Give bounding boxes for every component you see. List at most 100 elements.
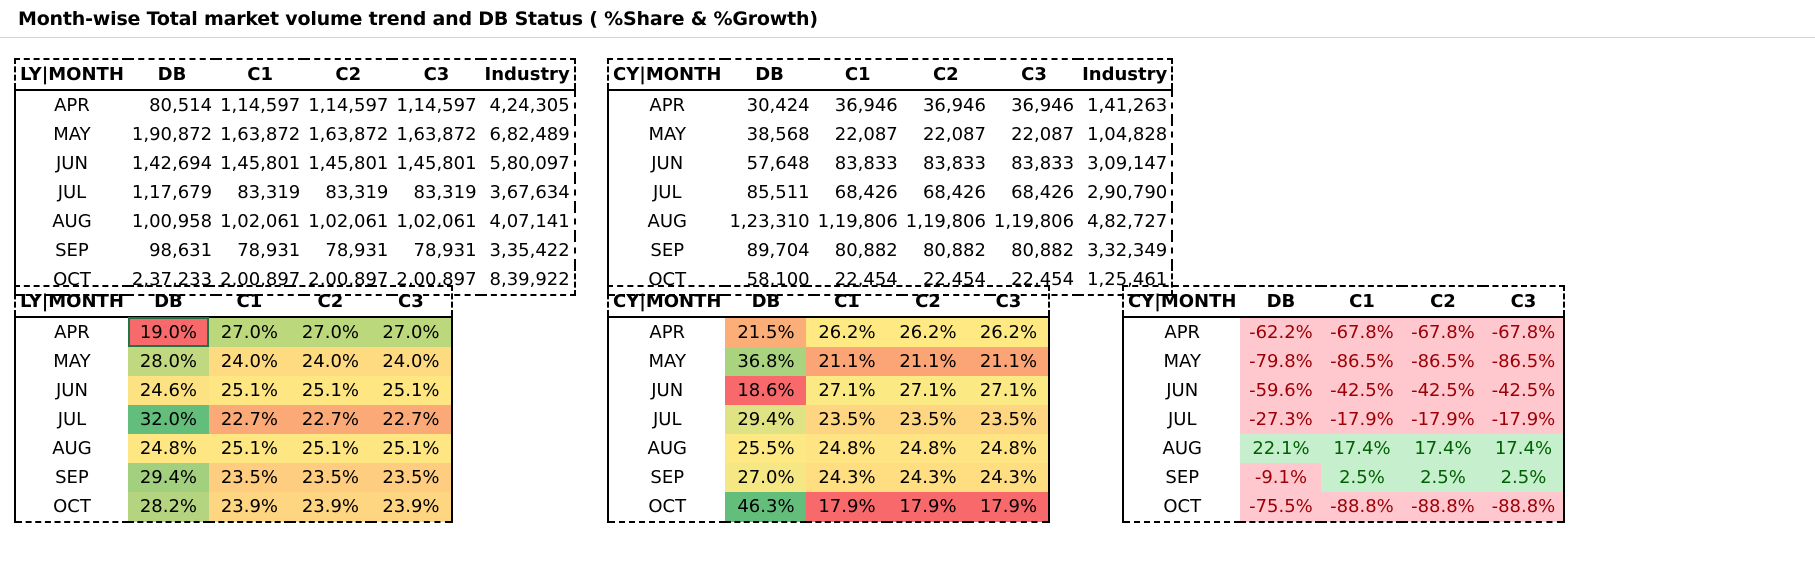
value-cell[interactable]: 22,087: [834, 124, 898, 145]
value-cell[interactable]: 27.0%: [208, 317, 290, 347]
column-header[interactable]: C3: [392, 58, 481, 91]
month-cell[interactable]: JUN: [14, 149, 128, 178]
column-header[interactable]: C2: [1402, 285, 1484, 318]
value-cell[interactable]: 27.1%: [806, 376, 888, 405]
column-header[interactable]: C1: [806, 285, 888, 318]
value-cell[interactable]: 3,67,634: [480, 178, 576, 207]
month-cell[interactable]: APR: [606, 90, 726, 120]
value-cell[interactable]: 6,82,489: [480, 120, 576, 149]
value-cell[interactable]: -86.5%: [1483, 347, 1566, 376]
value-cell[interactable]: 17.4%: [1402, 434, 1484, 463]
value-cell[interactable]: 1,45,801: [308, 153, 389, 174]
value-cell[interactable]: 17.9%: [968, 492, 1051, 523]
value-cell[interactable]: 23.9%: [208, 492, 290, 523]
month-cell[interactable]: MAY: [606, 347, 726, 376]
value-cell[interactable]: 78,931: [325, 240, 389, 261]
month-cell[interactable]: SEP: [606, 463, 726, 492]
value-cell[interactable]: 36,946: [922, 95, 986, 116]
value-cell[interactable]: 68,426: [922, 182, 986, 203]
value-cell[interactable]: 30,424: [746, 95, 810, 116]
month-cell[interactable]: AUG: [14, 207, 128, 236]
value-cell[interactable]: 27.0%: [370, 317, 453, 347]
value-cell[interactable]: 80,514: [149, 95, 213, 116]
value-cell[interactable]: -75.5%: [1240, 492, 1322, 523]
value-cell[interactable]: 78,931: [413, 240, 477, 261]
value-cell[interactable]: -88.8%: [1321, 492, 1403, 523]
value-cell[interactable]: 22.7%: [289, 405, 371, 434]
value-cell[interactable]: 26.2%: [887, 317, 969, 347]
value-cell[interactable]: 1,02,061: [220, 211, 301, 232]
column-header[interactable]: C3: [989, 58, 1079, 91]
value-cell[interactable]: 2,90,790: [1078, 178, 1174, 207]
value-cell[interactable]: 25.1%: [208, 434, 290, 463]
value-cell[interactable]: 27.0%: [725, 463, 807, 492]
value-cell[interactable]: 1,04,828: [1078, 120, 1174, 149]
value-cell[interactable]: 25.1%: [289, 434, 371, 463]
value-cell[interactable]: -86.5%: [1402, 347, 1484, 376]
value-cell[interactable]: 1,41,263: [1078, 90, 1174, 120]
value-cell[interactable]: 83,319: [237, 182, 301, 203]
value-cell[interactable]: 23.5%: [370, 463, 453, 492]
value-cell[interactable]: 36,946: [834, 95, 898, 116]
value-cell[interactable]: -9.1%: [1240, 463, 1322, 492]
value-cell[interactable]: 1,45,801: [220, 153, 301, 174]
month-cell[interactable]: AUG: [14, 434, 128, 463]
month-cell[interactable]: JUN: [606, 376, 726, 405]
value-cell[interactable]: 21.1%: [968, 347, 1051, 376]
value-cell[interactable]: 27.0%: [289, 317, 371, 347]
value-cell[interactable]: 4,24,305: [480, 90, 576, 120]
value-cell[interactable]: 1,19,806: [817, 211, 898, 232]
column-header[interactable]: C2: [304, 58, 393, 91]
column-header[interactable]: CY|MONTH: [1121, 285, 1241, 318]
value-cell[interactable]: 2.5%: [1402, 463, 1484, 492]
column-header[interactable]: C1: [813, 58, 902, 91]
month-cell[interactable]: MAY: [606, 120, 726, 149]
value-cell[interactable]: 25.1%: [370, 434, 453, 463]
value-cell[interactable]: 1,19,806: [905, 211, 986, 232]
value-cell[interactable]: -59.6%: [1240, 376, 1322, 405]
value-cell[interactable]: 19.0%: [127, 317, 209, 347]
column-header[interactable]: Industry: [480, 58, 576, 91]
value-cell[interactable]: 57,648: [746, 153, 810, 174]
value-cell[interactable]: 83,319: [325, 182, 389, 203]
month-cell[interactable]: SEP: [14, 463, 128, 492]
column-header[interactable]: C1: [208, 285, 290, 318]
value-cell[interactable]: 25.1%: [208, 376, 290, 405]
value-cell[interactable]: 25.5%: [725, 434, 807, 463]
value-cell[interactable]: 1,45,801: [396, 153, 477, 174]
column-header[interactable]: DB: [127, 58, 217, 91]
value-cell[interactable]: 1,42,694: [131, 153, 213, 174]
month-cell[interactable]: APR: [14, 90, 128, 120]
value-cell[interactable]: 1,19,806: [993, 211, 1075, 232]
value-cell[interactable]: 22.7%: [208, 405, 290, 434]
value-cell[interactable]: 23.9%: [289, 492, 371, 523]
value-cell[interactable]: 24.6%: [127, 376, 209, 405]
column-header[interactable]: C2: [887, 285, 969, 318]
value-cell[interactable]: 24.0%: [208, 347, 290, 376]
value-cell[interactable]: 24.8%: [968, 434, 1051, 463]
month-cell[interactable]: MAY: [1121, 347, 1241, 376]
value-cell[interactable]: 24.0%: [289, 347, 371, 376]
value-cell[interactable]: -86.5%: [1321, 347, 1403, 376]
value-cell[interactable]: 4,82,727: [1078, 207, 1174, 236]
value-cell[interactable]: -17.9%: [1321, 405, 1403, 434]
value-cell[interactable]: -67.8%: [1321, 317, 1403, 347]
column-header[interactable]: C2: [289, 285, 371, 318]
month-cell[interactable]: AUG: [606, 207, 726, 236]
value-cell[interactable]: -67.8%: [1483, 317, 1566, 347]
value-cell[interactable]: 22.1%: [1240, 434, 1322, 463]
value-cell[interactable]: -67.8%: [1402, 317, 1484, 347]
value-cell[interactable]: -42.5%: [1321, 376, 1403, 405]
month-cell[interactable]: AUG: [1121, 434, 1241, 463]
value-cell[interactable]: 24.8%: [127, 434, 209, 463]
value-cell[interactable]: -62.2%: [1240, 317, 1322, 347]
month-cell[interactable]: JUL: [606, 178, 726, 207]
value-cell[interactable]: 23.9%: [370, 492, 453, 523]
value-cell[interactable]: 1,90,872: [131, 124, 213, 145]
value-cell[interactable]: 23.5%: [887, 405, 969, 434]
value-cell[interactable]: 83,319: [413, 182, 477, 203]
column-header[interactable]: CY|MONTH: [606, 285, 726, 318]
value-cell[interactable]: 85,511: [746, 182, 810, 203]
month-cell[interactable]: APR: [606, 317, 726, 347]
value-cell[interactable]: 22.7%: [370, 405, 453, 434]
